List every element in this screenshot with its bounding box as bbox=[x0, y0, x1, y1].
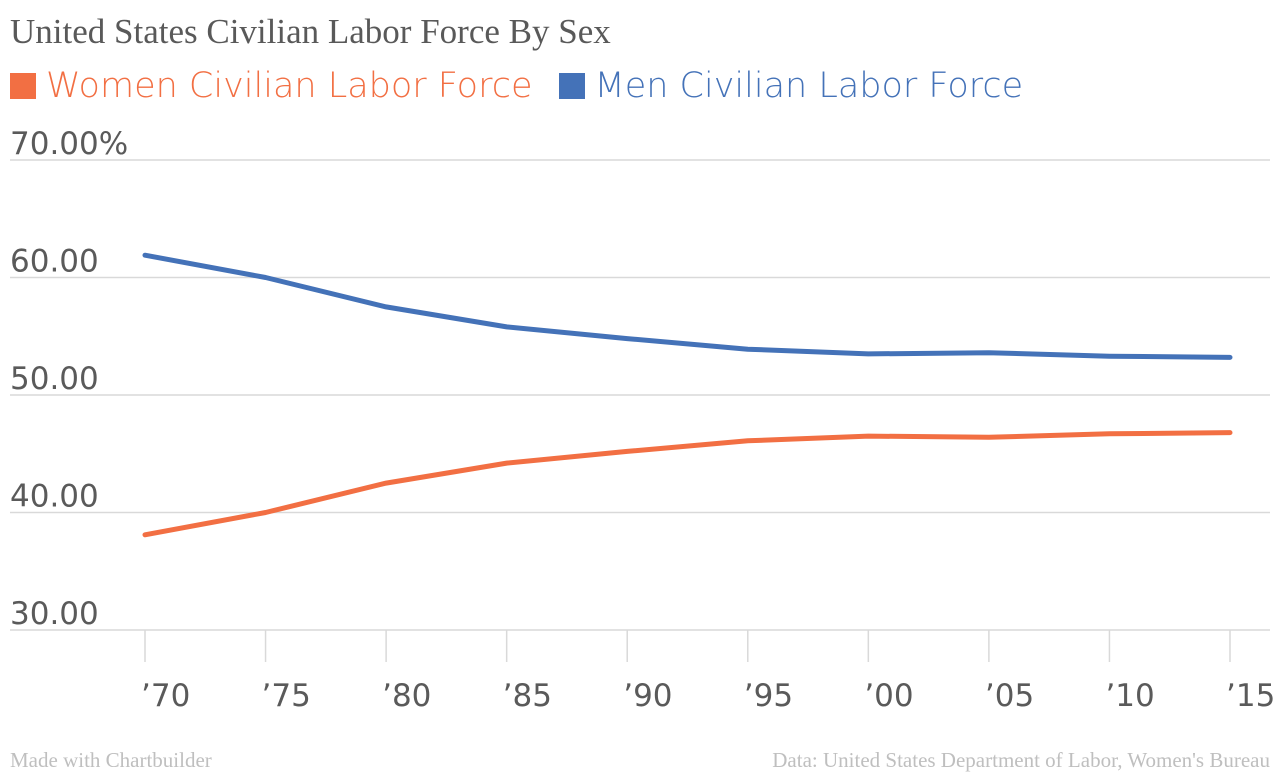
x-tick-label: ’80 bbox=[382, 678, 431, 714]
data-source: Data: United States Department of Labor,… bbox=[772, 748, 1270, 772]
x-axis-ticks: ’70 ’75 ’80 ’85 ’90 ’95 ’00 ’05 ’10 ’15 bbox=[141, 630, 1275, 714]
x-tick-label: ’00 bbox=[864, 678, 913, 714]
x-tick-label: ’75 bbox=[262, 678, 311, 714]
legend-label-women: Women Civilian Labor Force bbox=[46, 66, 533, 106]
chart-title: United States Civilian Labor Force By Se… bbox=[10, 12, 611, 51]
x-tick-label: ’95 bbox=[744, 678, 793, 714]
grid-lines bbox=[10, 159, 1270, 631]
y-tick-label: 40.00 bbox=[10, 479, 99, 515]
legend-item-women: Women Civilian Labor Force bbox=[10, 66, 533, 106]
legend-swatch-men bbox=[558, 73, 585, 99]
x-tick-label: ’70 bbox=[141, 678, 190, 714]
y-tick-label: 50.00 bbox=[10, 361, 99, 397]
y-tick-label: 70.00% bbox=[10, 126, 128, 162]
series-line-men bbox=[142, 252, 1233, 360]
y-axis-tick-labels: 30.00 40.00 50.00 60.00 70.00% bbox=[10, 126, 128, 632]
legend-label-men: Men Civilian Labor Force bbox=[594, 66, 1024, 106]
x-tick-label: ’85 bbox=[503, 678, 552, 714]
y-tick-label: 60.00 bbox=[10, 244, 99, 280]
legend-item-men: Men Civilian Labor Force bbox=[558, 66, 1024, 106]
series-lines bbox=[142, 252, 1233, 538]
x-tick-label: ’05 bbox=[985, 678, 1034, 714]
x-tick-label: ’15 bbox=[1226, 678, 1275, 714]
legend: Women Civilian Labor Force Men Civilian … bbox=[10, 66, 1049, 106]
x-tick-label: ’90 bbox=[623, 678, 672, 714]
series-line-women bbox=[142, 430, 1233, 538]
x-tick-label: ’10 bbox=[1105, 678, 1154, 714]
legend-swatch-women bbox=[10, 73, 36, 99]
y-tick-label: 30.00 bbox=[10, 596, 99, 632]
made-with-credit: Made with Chartbuilder bbox=[10, 748, 212, 772]
